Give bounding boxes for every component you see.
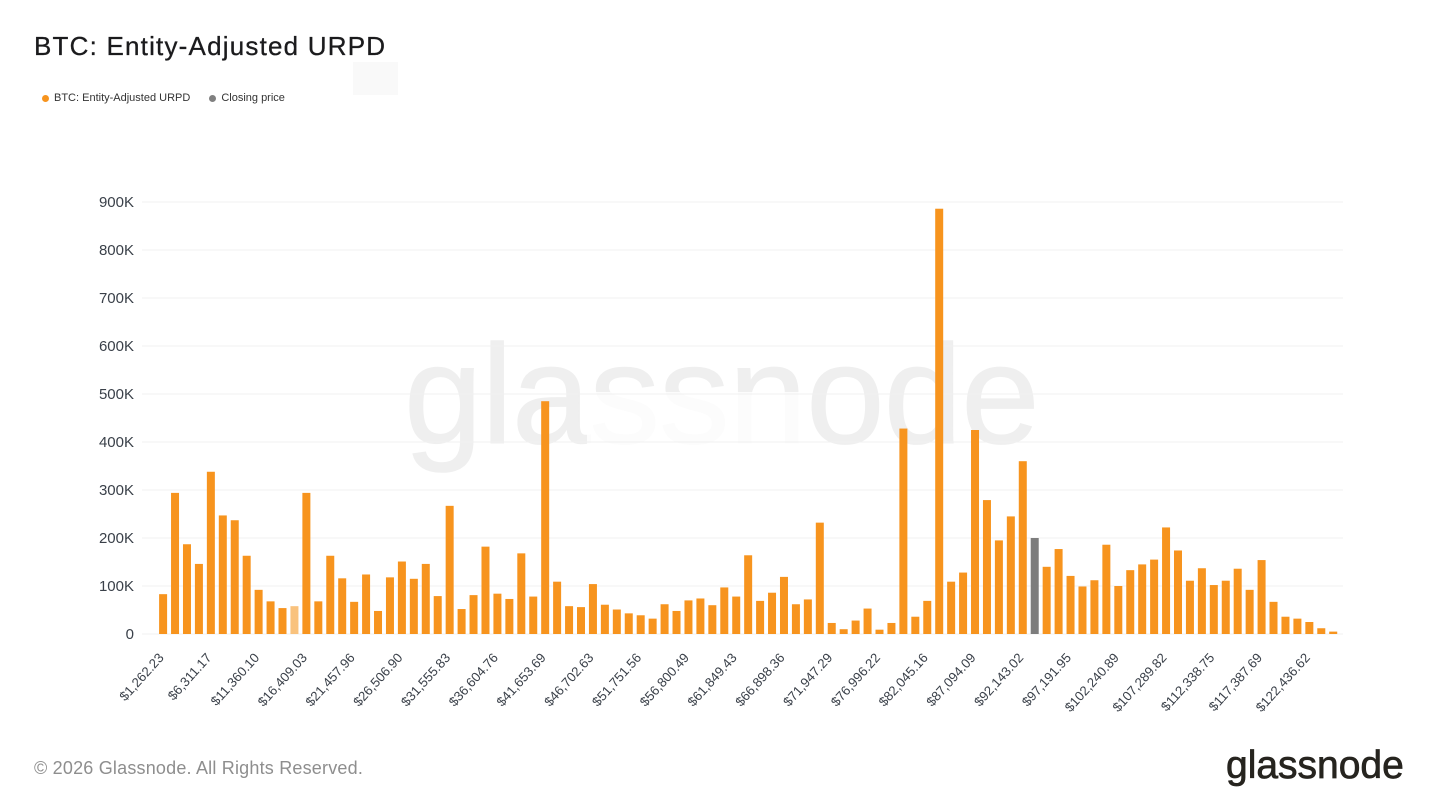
svg-text:700K: 700K (99, 290, 134, 307)
svg-text:400K: 400K (99, 434, 134, 451)
svg-text:$76,996.22: $76,996.22 (828, 650, 883, 709)
svg-text:200K: 200K (99, 530, 134, 547)
svg-text:$46,702.63: $46,702.63 (541, 650, 596, 709)
svg-text:300K: 300K (99, 482, 134, 499)
svg-text:$21,457.96: $21,457.96 (302, 650, 357, 709)
svg-text:600K: 600K (99, 338, 134, 355)
svg-text:$92,143.02: $92,143.02 (971, 650, 1026, 709)
svg-text:$66,898.36: $66,898.36 (732, 650, 787, 709)
svg-text:$41,653.69: $41,653.69 (493, 650, 548, 709)
svg-text:100K: 100K (99, 578, 134, 595)
svg-text:$16,409.03: $16,409.03 (255, 650, 310, 709)
svg-text:$1,262.23: $1,262.23 (116, 650, 166, 704)
svg-text:500K: 500K (99, 386, 134, 403)
svg-text:$87,094.09: $87,094.09 (923, 650, 978, 709)
svg-text:$51,751.56: $51,751.56 (589, 650, 644, 709)
svg-text:$56,800.49: $56,800.49 (637, 650, 692, 709)
svg-text:$61,849.43: $61,849.43 (685, 650, 740, 709)
svg-text:$26,506.90: $26,506.90 (350, 650, 405, 709)
svg-text:$71,947.29: $71,947.29 (780, 650, 835, 709)
svg-text:$6,311.17: $6,311.17 (165, 650, 215, 703)
svg-text:$36,604.76: $36,604.76 (446, 650, 501, 709)
svg-text:$31,555.83: $31,555.83 (398, 650, 453, 709)
svg-text:900K: 900K (99, 194, 134, 211)
svg-text:0: 0 (126, 626, 134, 643)
svg-text:800K: 800K (99, 242, 134, 259)
svg-text:$82,045.16: $82,045.16 (876, 650, 931, 709)
